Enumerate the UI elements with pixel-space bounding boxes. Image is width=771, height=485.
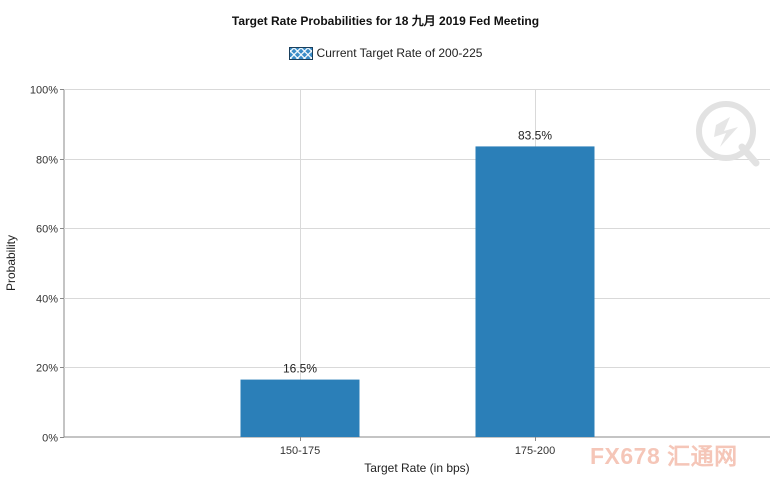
legend-label: Current Target Rate of 200-225 bbox=[316, 46, 483, 60]
bar-150-175 bbox=[240, 379, 360, 437]
chart-legend: Current Target Rate of 200-225 bbox=[0, 46, 771, 60]
y-axis-title: Probability bbox=[4, 235, 18, 291]
x-tick-label: 150-175 bbox=[280, 445, 320, 457]
watermark-text: FX678 汇通网 bbox=[590, 443, 738, 469]
bar-175-200 bbox=[475, 146, 595, 438]
y-tick-label: 40% bbox=[36, 294, 58, 306]
y-tick-label: 60% bbox=[36, 224, 58, 236]
y-tick-label: 80% bbox=[36, 155, 58, 167]
y-tick-label: 100% bbox=[30, 85, 58, 97]
legend-swatch bbox=[288, 46, 313, 60]
x-tick-label: 175-200 bbox=[515, 445, 555, 457]
y-tick-label: 20% bbox=[36, 363, 58, 375]
x-axis-title: Target Rate (in bps) bbox=[364, 461, 469, 475]
y-tick-label: 0% bbox=[42, 433, 58, 445]
data-label: 83.5% bbox=[518, 128, 552, 142]
chart-title: Target Rate Probabilities for 18 九月 2019… bbox=[231, 14, 540, 28]
watermark-logo-icon bbox=[696, 101, 760, 167]
data-label: 16.5% bbox=[283, 362, 317, 376]
